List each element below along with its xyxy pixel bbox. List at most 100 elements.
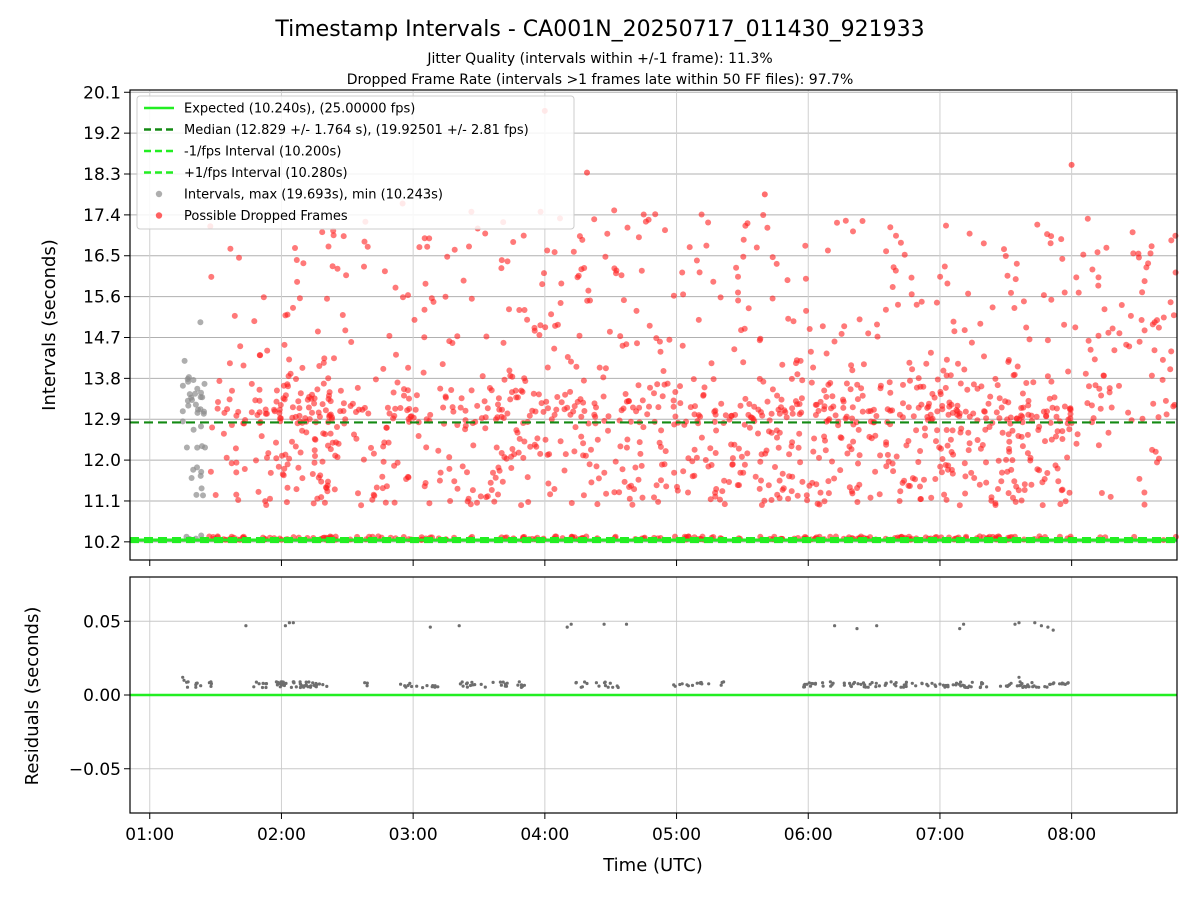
residual-point [803, 682, 807, 687]
dropped-frame-point [897, 239, 904, 246]
dropped-frame-point [499, 406, 505, 413]
dropped-frame-point [798, 395, 805, 402]
dropped-frame-point [703, 242, 710, 249]
dropped-frame-point [1129, 229, 1136, 236]
dropped-frame-point [329, 263, 336, 270]
dropped-frame-point [611, 207, 618, 214]
dropped-frame-point [948, 449, 955, 455]
residual-point [302, 685, 306, 689]
dropped-frame-point [633, 307, 640, 314]
dropped-frame-point [970, 381, 977, 388]
dropped-frame-point [537, 450, 544, 457]
dropped-frame-point [934, 408, 941, 415]
residual-point [856, 682, 860, 686]
dropped-frame-point [236, 254, 242, 261]
dropped-frame-point [954, 402, 961, 409]
residual-point [499, 683, 503, 687]
dropped-frame-point [529, 407, 536, 414]
residual-point [365, 681, 369, 685]
dropped-frame-point [544, 451, 551, 458]
dropped-frame-point [873, 413, 880, 419]
dropped-frame-point [293, 486, 300, 493]
residual-point [292, 680, 296, 684]
dropped-frame-point [258, 433, 265, 440]
dropped-frame-point [299, 427, 306, 434]
dropped-frame-point [509, 446, 516, 452]
dropped-frame-point [447, 498, 454, 504]
dropped-frame-point [778, 396, 785, 403]
dropped-frame-point [1067, 411, 1074, 417]
dropped-frame-point [442, 293, 449, 300]
dropped-frame-point [571, 403, 578, 410]
dropped-frame-point [380, 365, 387, 372]
dropped-frame-point [1034, 221, 1041, 228]
dropped-frame-point [938, 469, 945, 476]
dropped-frame-point [1051, 394, 1058, 401]
dropped-frame-point [1048, 296, 1055, 303]
interval-point [188, 475, 195, 481]
dropped-frame-point [281, 341, 288, 348]
dropped-frame-point [846, 443, 853, 450]
dropped-frame-point [903, 442, 910, 449]
interval-point [194, 385, 201, 392]
residual-point [275, 683, 279, 687]
dropped-frame-point [578, 266, 585, 273]
dropped-frame-point [496, 467, 503, 474]
residual-point [611, 685, 615, 689]
dropped-frame-point [883, 439, 890, 446]
dropped-frame-point [848, 362, 855, 369]
dropped-frame-point [1170, 312, 1177, 319]
dropped-frame-point [1106, 385, 1113, 392]
residual-point [491, 680, 495, 685]
dropped-frame-point [1066, 426, 1073, 433]
dropped-frame-point [746, 401, 753, 407]
residual-point [264, 682, 268, 686]
dropped-frame-point [874, 321, 880, 328]
dropped-frame-point [1073, 440, 1080, 447]
dropped-frame-point [899, 414, 906, 421]
interval-point [197, 319, 204, 326]
dropped-frame-point [1011, 305, 1018, 311]
dropped-frame-point [580, 492, 587, 499]
residual-point [574, 680, 578, 685]
dropped-frame-point [761, 191, 768, 198]
dropped-frame-point [1072, 324, 1079, 331]
dropped-frame-point [207, 468, 214, 475]
interval-point [198, 423, 204, 430]
residual-point [707, 682, 711, 686]
dropped-frame-point [296, 405, 303, 412]
dropped-frame-point [577, 396, 584, 403]
dropped-frame-point [855, 426, 862, 433]
dropped-frame-point [638, 267, 645, 274]
dropped-frame-point [1059, 436, 1066, 442]
dropped-frame-point [774, 392, 781, 399]
dropped-frame-point [934, 376, 941, 383]
dropped-frame-point [1009, 457, 1016, 464]
dropped-frame-point [637, 450, 644, 457]
dropped-frame-point [917, 496, 924, 503]
dropped-frame-point [717, 496, 723, 503]
dropped-frame-point [662, 227, 668, 234]
dropped-frame-point [468, 295, 475, 302]
dropped-frame-point [626, 398, 632, 405]
dropped-frame-point [235, 497, 242, 503]
dropped-frame-point [405, 364, 412, 371]
dropped-frame-point [908, 274, 915, 281]
dropped-frame-point [326, 389, 333, 396]
dropped-frame-point [241, 466, 248, 472]
dropped-frame-point [1005, 431, 1012, 438]
dropped-frame-point [639, 494, 646, 501]
dropped-frame-point [826, 416, 833, 423]
dropped-frame-point [917, 448, 924, 454]
dropped-frame-point [983, 479, 990, 486]
dropped-frame-point [937, 391, 944, 398]
dropped-frame-point [580, 452, 587, 459]
dropped-frame-point [604, 230, 611, 237]
dropped-frame-point [793, 360, 799, 367]
dropped-frame-point [299, 364, 306, 371]
dropped-frame-point [273, 387, 280, 394]
dropped-frame-point [1020, 298, 1027, 305]
dropped-frame-point [943, 496, 950, 503]
dropped-frame-point [623, 444, 630, 451]
dropped-frame-point [400, 294, 406, 301]
